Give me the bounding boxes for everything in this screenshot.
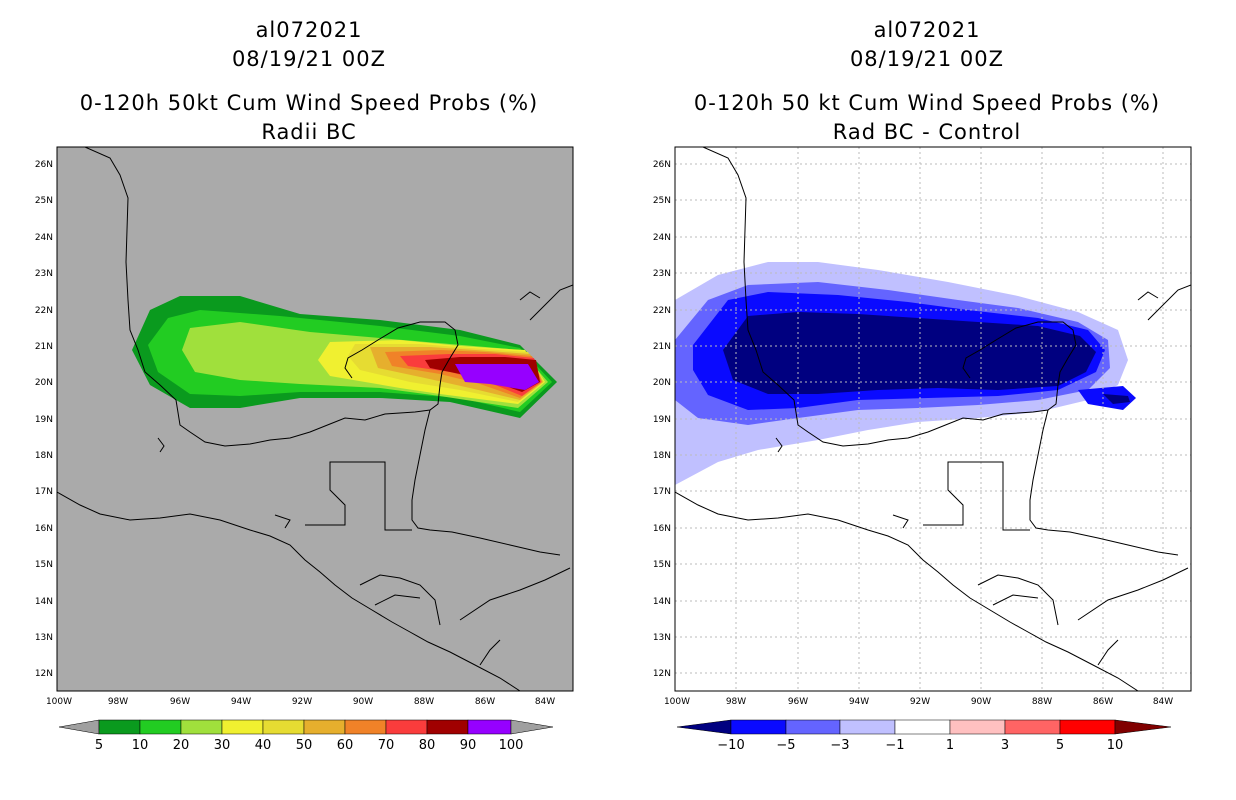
lon-tick: 88W bbox=[414, 697, 434, 707]
colorbar-label: 10 bbox=[1107, 738, 1124, 753]
right-map: 26N 25N 24N 23N 22N 21N 20N 19N 18N 17N … bbox=[653, 146, 1192, 753]
colorbar-label: 10 bbox=[132, 738, 149, 753]
lat-tick: 18N bbox=[653, 451, 671, 461]
lon-tick: 84W bbox=[1153, 697, 1173, 707]
lat-axis: 26N 25N 24N 23N 22N 21N 20N 19N 18N 17N … bbox=[35, 160, 53, 679]
colorbar-label: 20 bbox=[173, 738, 190, 753]
lat-tick: 12N bbox=[653, 669, 671, 679]
lat-tick: 16N bbox=[35, 524, 53, 534]
colorbar-label: 100 bbox=[499, 738, 524, 753]
lon-tick: 100W bbox=[664, 697, 690, 707]
lat-axis: 26N 25N 24N 23N 22N 21N 20N 19N 18N 17N … bbox=[653, 160, 671, 679]
forecast-datetime: 08/19/21 00Z bbox=[849, 47, 1005, 71]
lon-tick: 98W bbox=[108, 697, 128, 707]
lat-tick: 16N bbox=[653, 524, 671, 534]
lat-tick: 14N bbox=[35, 597, 53, 607]
colorbar-label: 3 bbox=[1001, 738, 1009, 753]
lat-tick: 17N bbox=[35, 487, 53, 497]
lat-tick: 24N bbox=[35, 233, 53, 243]
lat-tick: 26N bbox=[653, 160, 671, 170]
lat-tick: 23N bbox=[653, 269, 671, 279]
colorbar-label: −1 bbox=[885, 738, 904, 753]
colorbar-label: −5 bbox=[776, 738, 795, 753]
coastlines bbox=[57, 147, 573, 691]
left-map: 26N 25N 24N 23N 22N 21N 20N 19N 18N 17N … bbox=[35, 146, 574, 753]
forecast-datetime: 08/19/21 00Z bbox=[231, 47, 387, 71]
lat-tick: 12N bbox=[35, 669, 53, 679]
colorbar-label: 5 bbox=[95, 738, 103, 753]
lon-tick: 86W bbox=[1093, 697, 1113, 707]
lat-tick: 15N bbox=[35, 560, 53, 570]
lat-tick: 22N bbox=[35, 306, 53, 316]
lat-tick: 13N bbox=[35, 633, 53, 643]
lat-tick: 22N bbox=[653, 306, 671, 316]
lat-tick: 26N bbox=[35, 160, 53, 170]
lon-tick: 88W bbox=[1032, 697, 1052, 707]
panel-subtitle: Rad BC - Control bbox=[832, 120, 1022, 144]
lat-tick: 20N bbox=[35, 378, 53, 388]
lat-tick: 19N bbox=[653, 415, 671, 425]
colorbar-label: 90 bbox=[460, 738, 477, 753]
lat-tick: 21N bbox=[653, 342, 671, 352]
lat-tick: 20N bbox=[653, 378, 671, 388]
left-panel: al072021 08/19/21 00Z 0-120h 50kt Cum Wi… bbox=[35, 18, 574, 753]
colorbar-label: 80 bbox=[419, 738, 436, 753]
lat-tick: 25N bbox=[35, 196, 53, 206]
lat-tick: 18N bbox=[35, 451, 53, 461]
colorbar-label: −3 bbox=[830, 738, 849, 753]
lon-tick: 98W bbox=[726, 697, 746, 707]
lat-tick: 17N bbox=[653, 487, 671, 497]
colorbar-label: 30 bbox=[214, 738, 231, 753]
colorbar-label: 5 bbox=[1056, 738, 1064, 753]
lon-tick: 84W bbox=[535, 697, 555, 707]
probability-contours bbox=[132, 296, 557, 418]
colorbar-label: 60 bbox=[337, 738, 354, 753]
lon-tick: 96W bbox=[788, 697, 808, 707]
colorbar-label: −10 bbox=[717, 738, 744, 753]
difference-contours bbox=[675, 262, 1136, 485]
colorbar-label: 40 bbox=[255, 738, 272, 753]
map-background bbox=[57, 147, 573, 691]
lon-tick: 100W bbox=[46, 697, 72, 707]
lon-tick: 92W bbox=[910, 697, 930, 707]
storm-id: al072021 bbox=[873, 18, 981, 42]
lat-tick: 14N bbox=[653, 597, 671, 607]
lon-axis: 100W 98W 96W 94W 92W 90W 88W 86W 84W bbox=[46, 697, 555, 707]
product-title: 0-120h 50 kt Cum Wind Speed Probs (%) bbox=[693, 91, 1161, 115]
lon-tick: 90W bbox=[353, 697, 373, 707]
coastlines bbox=[675, 147, 1191, 691]
lat-tick: 21N bbox=[35, 342, 53, 352]
colorbar-label: 1 bbox=[946, 738, 954, 753]
lon-tick: 90W bbox=[971, 697, 991, 707]
lat-tick: 19N bbox=[35, 415, 53, 425]
lat-tick: 13N bbox=[653, 633, 671, 643]
colorbar-label: 50 bbox=[296, 738, 313, 753]
storm-id: al072021 bbox=[255, 18, 363, 42]
lat-tick: 24N bbox=[653, 233, 671, 243]
map-frame bbox=[56, 146, 574, 692]
lon-tick: 96W bbox=[170, 697, 190, 707]
lon-tick: 92W bbox=[292, 697, 312, 707]
colorbar-label: 70 bbox=[378, 738, 395, 753]
colorbar: −10 −5 −3 −1 1 3 5 10 bbox=[676, 719, 1172, 753]
lon-axis: 100W 98W 96W 94W 92W 90W 88W 86W 84W bbox=[664, 697, 1173, 707]
lat-tick: 23N bbox=[35, 269, 53, 279]
lon-tick: 86W bbox=[475, 697, 495, 707]
lon-tick: 94W bbox=[231, 697, 251, 707]
lon-tick: 94W bbox=[849, 697, 869, 707]
map-frame bbox=[674, 146, 1192, 692]
gridlines bbox=[675, 147, 1191, 691]
panel-subtitle: Radii BC bbox=[261, 120, 357, 144]
product-title: 0-120h 50kt Cum Wind Speed Probs (%) bbox=[79, 91, 539, 115]
colorbar: 5 10 20 30 40 50 60 70 80 90 100 bbox=[58, 719, 554, 753]
right-panel: al072021 08/19/21 00Z 0-120h 50 kt Cum W… bbox=[618, 0, 1236, 800]
lat-tick: 25N bbox=[653, 196, 671, 206]
lat-tick: 15N bbox=[653, 560, 671, 570]
